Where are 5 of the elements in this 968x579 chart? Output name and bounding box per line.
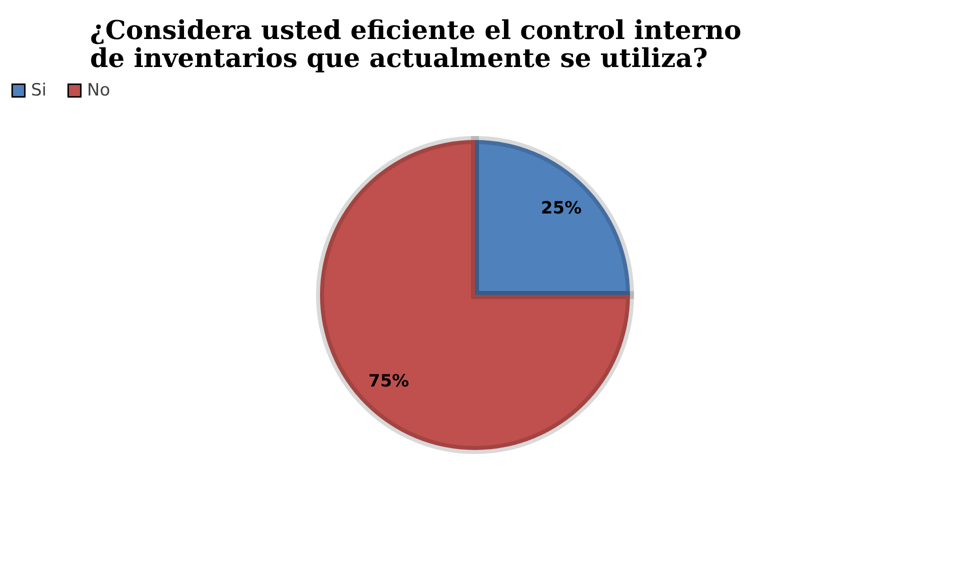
- data-label: 25%: [540, 198, 582, 219]
- chart-title: ¿Considera usted eficiente el control interno de inventarios que actualmente se utiliza?: [90, 16, 742, 74]
- data-label: 75%: [368, 371, 410, 392]
- legend-label: Si: [31, 80, 47, 101]
- legend-label: No: [87, 80, 110, 101]
